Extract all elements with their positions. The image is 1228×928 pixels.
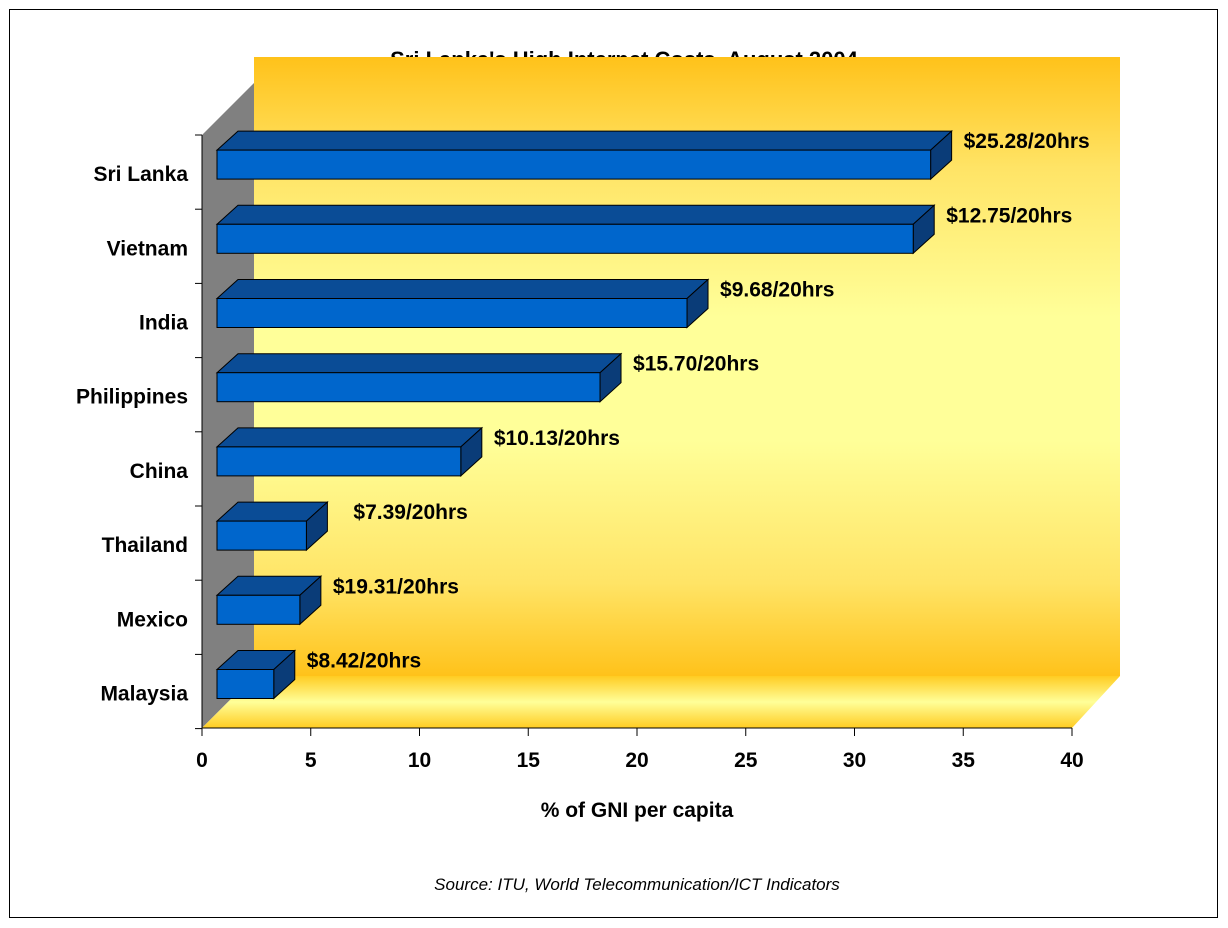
x-tick-label: 5 (305, 749, 317, 772)
category-label: China (130, 460, 189, 483)
x-tick-label: 10 (408, 749, 431, 772)
bars: $25.28/20hrs $12.75/20hrs $9.68/20hrs $15.7… (215, 129, 1090, 700)
x-tick-label: 20 (625, 749, 648, 772)
bar-front-face (216, 594, 301, 625)
category-label: Vietnam (107, 237, 188, 260)
x-tick-label: 40 (1060, 749, 1083, 772)
category-label: India (139, 312, 188, 335)
y-axis: Sri Lanka Vietnam India Philippines China Tha… (76, 134, 203, 730)
bar-top-face (215, 204, 936, 225)
x-tick-label: 35 (952, 749, 976, 772)
bar-front-face (216, 446, 462, 477)
bar-data-label: $15.70/20hrs (633, 353, 759, 376)
bar-top-face (215, 353, 623, 374)
bar-front-face (216, 669, 275, 699)
floor (202, 676, 1120, 728)
bar-front-face (216, 520, 307, 551)
bar-top-face (215, 279, 710, 299)
bar-india (215, 278, 710, 329)
bar-front-face (216, 372, 601, 403)
bar-top-face (215, 130, 953, 151)
bar-china (215, 426, 484, 478)
bar-mexico (215, 575, 323, 626)
category-label: Thailand (102, 534, 188, 557)
bar-data-label: $10.13/20hrs (494, 427, 620, 450)
bar-vietnam (215, 204, 936, 255)
bar-chart: Sri Lanka's High Internet Costs, August … (76, 47, 1120, 894)
x-tick-label: 0 (196, 749, 208, 772)
category-label: Philippines (76, 386, 188, 409)
bar-front-face (216, 149, 932, 180)
bar-front-face (216, 223, 914, 254)
bar-data-label: $8.42/20hrs (307, 650, 421, 673)
bar-data-label: $25.28/20hrs (964, 130, 1090, 153)
category-label: Mexico (117, 608, 188, 631)
bar-malaysia (215, 649, 297, 700)
bar-data-label: $12.75/20hrs (946, 204, 1072, 227)
side-wall (202, 83, 254, 728)
bar-thailand (215, 500, 329, 552)
bar-data-label: $9.68/20hrs (720, 279, 834, 302)
category-label: Sri Lanka (93, 163, 188, 186)
bar-data-label: $19.31/20hrs (333, 575, 459, 598)
chart-frame: Sri Lanka's High Internet Costs, August … (9, 9, 1218, 918)
x-axis: 0 5 10 15 20 25 30 35 40 (196, 727, 1084, 772)
x-tick-label: 30 (843, 749, 866, 772)
bar-top-face (215, 427, 484, 448)
bar-data-label: $7.39/20hrs (353, 501, 467, 524)
x-tick-label: 15 (517, 749, 541, 772)
bar-sri-lanka (215, 129, 953, 181)
bar-philippines (215, 352, 623, 403)
bar-front-face (216, 298, 688, 328)
x-axis-label: % of GNI per capita (541, 799, 734, 822)
category-label: Malaysia (100, 683, 188, 706)
x-tick-label: 25 (734, 749, 758, 772)
source-note: Source: ITU, World Telecommunication/ICT… (434, 875, 840, 894)
